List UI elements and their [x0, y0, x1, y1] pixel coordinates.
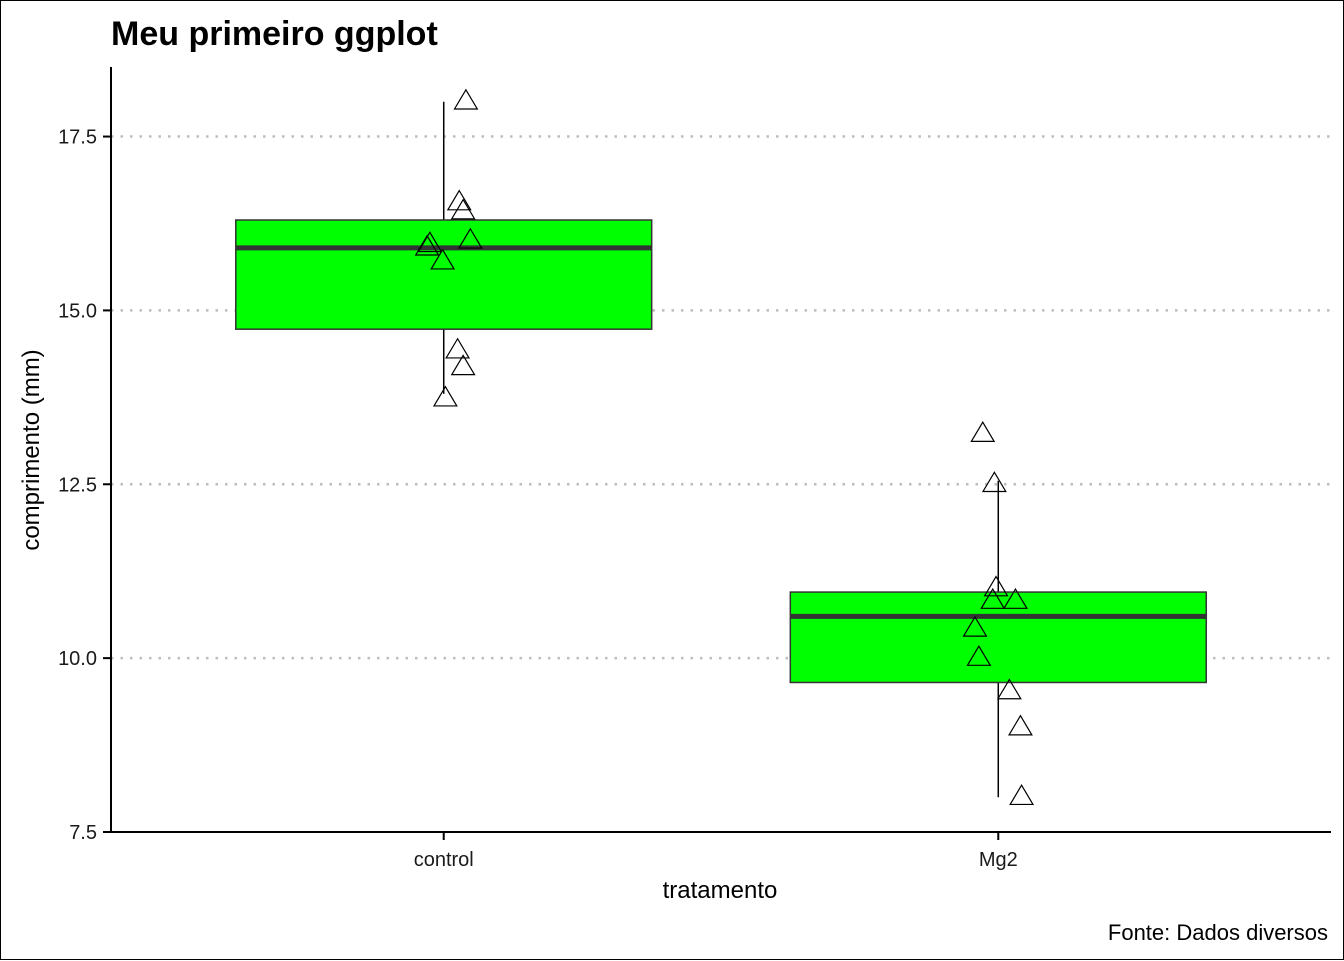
data-point-triangle: [450, 198, 476, 220]
data-point-triangle: [430, 248, 456, 270]
y-tick-label: 10.0: [58, 648, 97, 670]
data-point-triangle: [446, 189, 472, 211]
y-tick-label: 17.5: [58, 127, 97, 149]
y-tick-label: 7.5: [69, 822, 97, 844]
x-axis-title: tratamento: [663, 877, 778, 904]
data-point-triangle: [966, 644, 992, 666]
data-point-triangle: [453, 88, 479, 110]
data-point-triangle: [980, 587, 1006, 609]
data-point-triangle: [432, 385, 458, 407]
boxes: [235, 101, 1207, 798]
box-control: [235, 219, 653, 330]
grid-lines: [111, 135, 1331, 660]
data-point-triangle: [450, 354, 476, 376]
y-axis-title: comprimento (mm): [18, 349, 45, 550]
axes: [110, 67, 1331, 833]
y-tick-label: 15.0: [58, 300, 97, 322]
data-point-triangle: [1003, 587, 1028, 609]
chart-caption: Fonte: Dados diversos: [1108, 920, 1328, 945]
data-point-triangle: [457, 227, 483, 249]
box-Mg2: [789, 591, 1207, 684]
data-points: [414, 88, 1035, 806]
ticks: 7.5 10.0 12.5 15.0 17.5 control Mg2: [58, 127, 1018, 871]
data-point-triangle: [1009, 784, 1035, 806]
data-point-triangle: [445, 337, 471, 359]
data-point-triangle: [996, 678, 1022, 700]
x-tick-label: control: [414, 849, 474, 871]
x-tick-label: Mg2: [979, 849, 1018, 871]
data-point-triangle: [417, 231, 443, 253]
y-tick-label: 12.5: [58, 474, 97, 496]
data-point-triangle: [970, 421, 996, 442]
data-point-triangle: [962, 615, 988, 637]
data-point-triangle: [981, 471, 1007, 493]
data-point-triangle: [414, 234, 440, 256]
data-point-triangle: [1008, 714, 1033, 736]
chart-title: Meu primeiro ggplot: [111, 15, 438, 53]
